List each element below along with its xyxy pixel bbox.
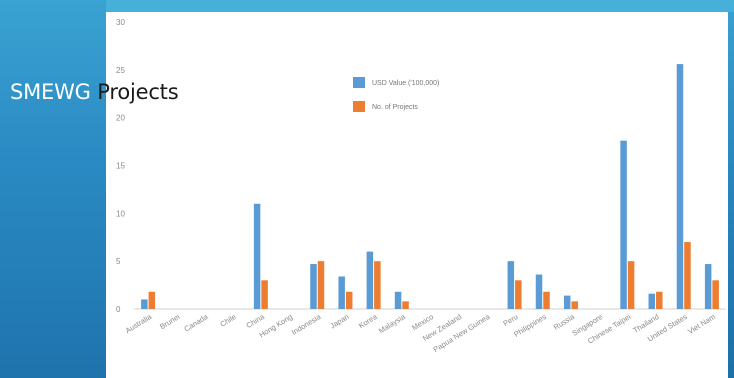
project-count-bar [712, 280, 719, 309]
y-tick-label: 25 [116, 66, 125, 75]
project-count-bar [627, 261, 635, 309]
usd-value-bar [535, 274, 543, 309]
project-count-bar [261, 280, 268, 309]
project-count-bar [317, 261, 325, 309]
project-count-bar [374, 261, 381, 309]
y-tick-label: 10 [116, 209, 125, 218]
project-count-bar [571, 301, 578, 309]
category-label: Canada [182, 312, 210, 334]
usd-value-bar [310, 264, 317, 309]
project-count-bar [148, 291, 156, 309]
category-label: Malaysia [377, 312, 408, 336]
category-label: Brunei [158, 312, 181, 331]
usd-value-bar [507, 261, 515, 309]
usd-value-bar [338, 276, 345, 309]
usd-value-bar [620, 140, 627, 309]
left-panel [0, 0, 106, 378]
usd-value-bar [676, 64, 684, 309]
category-label: Australia [124, 312, 154, 336]
category-label: Indonesia [290, 312, 323, 337]
legend-label-usd: USD Value ('100,000) [372, 80, 439, 87]
category-label: Japan [328, 312, 350, 330]
y-tick-label: 5 [116, 257, 121, 266]
project-count-bar [402, 301, 409, 309]
project-count-bar [515, 280, 522, 309]
category-label: Viet Nam [686, 312, 717, 336]
usd-value-bar [394, 291, 402, 309]
category-label: Peru [501, 312, 519, 328]
legend-swatch-projects [353, 101, 365, 112]
slide-title-part2: Projects [97, 80, 179, 104]
project-count-bar [684, 242, 691, 309]
usd-value-bar [366, 251, 374, 309]
category-label: Philippines [512, 312, 548, 339]
top-band [0, 0, 734, 12]
usd-value-bar [563, 295, 571, 309]
project-count-bar [656, 291, 663, 309]
slide-title: SMEWG Projects [10, 80, 179, 104]
usd-value-bar [704, 264, 712, 309]
y-tick-label: 15 [116, 162, 125, 171]
legend-label-projects: No. of Projects [372, 104, 418, 111]
project-count-bar [543, 291, 550, 309]
usd-value-bar [253, 203, 261, 309]
project-count-bar [345, 291, 353, 309]
y-tick-label: 30 [116, 18, 125, 27]
usd-value-bar [648, 293, 656, 309]
usd-value-bar [141, 299, 148, 309]
y-tick-label: 0 [116, 305, 121, 314]
y-tick-label: 20 [116, 114, 125, 123]
category-label: Chile [218, 312, 237, 329]
legend-swatch-usd [353, 77, 365, 88]
slide-title-part1: SMEWG [10, 80, 91, 104]
